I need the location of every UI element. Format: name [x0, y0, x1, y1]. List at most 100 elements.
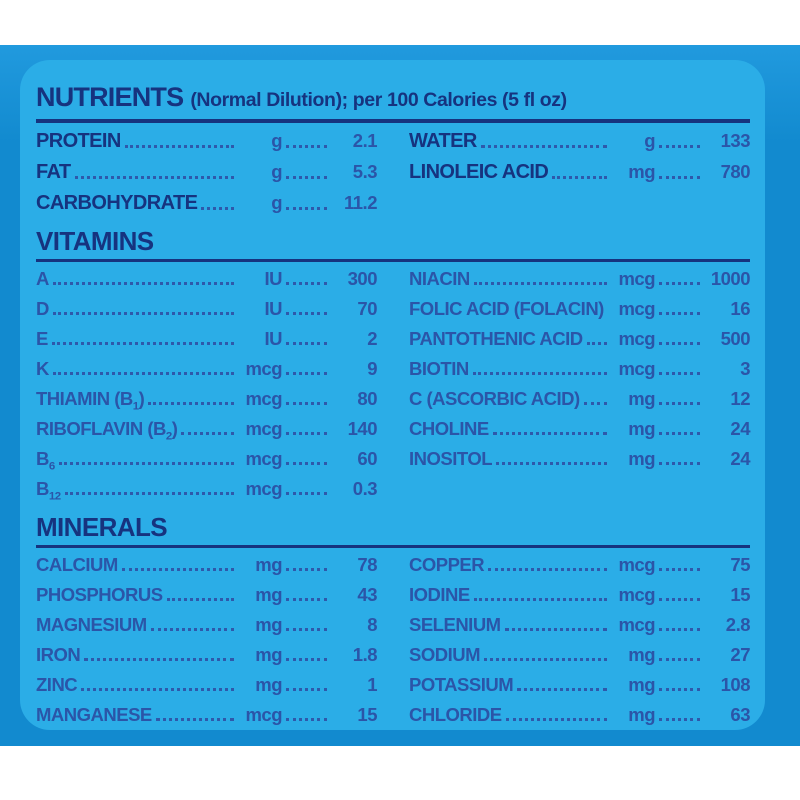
nutrient-row: SELENIUM mcg 2.8 — [409, 610, 751, 640]
leader-dots — [286, 492, 327, 495]
nutrient-label: MANGANESE — [36, 704, 152, 725]
leader-dots — [286, 718, 327, 721]
nutrient-label: PANTOTHENIC ACID — [409, 328, 583, 349]
nutrient-row: THIAMIN (B1) mcg 80 — [36, 384, 378, 414]
nutrient-value: 1000 — [710, 268, 751, 289]
nutrient-row: LINOLEIC ACID mg 780 — [409, 156, 751, 187]
nutrient-label: D — [36, 298, 49, 319]
nutrient-unit: mcg — [245, 418, 282, 439]
nutrient-row: PROTEIN g 2.1 — [36, 125, 378, 156]
nutrient-unit: mcg — [618, 298, 655, 319]
nutrient-row: D IU 70 — [36, 294, 378, 324]
leader-dots — [286, 402, 327, 405]
nutrient-unit: mg — [628, 448, 655, 469]
nutrient-label: A — [36, 268, 49, 289]
nutrient-value: 780 — [720, 161, 751, 182]
nutrient-label: IRON — [36, 644, 81, 665]
nutrient-row: BIOTIN mcg 3 — [409, 354, 751, 384]
leader-dots — [286, 372, 327, 375]
nutrient-value: 2.8 — [725, 614, 751, 635]
nutrient-label: FAT — [36, 161, 71, 183]
nutrient-value: 500 — [720, 328, 751, 349]
leader-dots — [181, 432, 234, 435]
nutrient-value: 43 — [357, 584, 377, 605]
nutrient-value: 5.3 — [352, 161, 378, 182]
leader-dots — [659, 312, 700, 315]
leader-dots — [58, 462, 234, 465]
leader-dots — [659, 432, 700, 435]
leader-dots — [286, 688, 327, 691]
nutrient-unit: g — [644, 130, 655, 151]
nutrient-unit: mg — [628, 418, 655, 439]
leader-dots — [124, 145, 234, 148]
nutrient-label: COPPER — [409, 554, 485, 575]
nutrient-value: 16 — [730, 298, 750, 319]
minerals-rule — [36, 545, 750, 548]
leader-dots — [659, 282, 700, 285]
nutrient-row: SODIUM mg 27 — [409, 640, 751, 670]
leader-dots — [496, 462, 607, 465]
nutrient-unit: mcg — [618, 268, 655, 289]
nutrient-value: 9 — [367, 358, 377, 379]
nutrient-row: CARBOHYDRATE g 11.2 — [36, 187, 378, 218]
nutrient-label: POTASSIUM — [409, 674, 514, 695]
nutrient-label: ZINC — [36, 674, 78, 695]
leader-dots — [659, 568, 700, 571]
leader-dots — [659, 372, 700, 375]
nutrient-value: 3 — [740, 358, 750, 379]
nutrient-value: 11.2 — [344, 192, 378, 213]
nutrient-unit: mcg — [245, 388, 282, 409]
nutrient-row: RIBOFLAVIN (B2) mcg 140 — [36, 414, 378, 444]
leader-dots — [64, 492, 234, 495]
leader-dots — [583, 402, 607, 405]
nutrients-panel: NUTRIENTS (Normal Dilution); per 100 Calo… — [20, 60, 765, 730]
leader-dots — [472, 372, 607, 375]
nutrient-label: E — [36, 328, 48, 349]
nutrient-unit: mcg — [618, 614, 655, 635]
nutrient-label: FOLIC ACID (FOLACIN) — [409, 298, 604, 319]
macronutrients-section: PROTEIN g 2.1 FAT g 5.3 CARBOHYDRATE g 1… — [36, 125, 751, 218]
nutrient-value: 78 — [357, 554, 377, 575]
nutrient-label: SODIUM — [409, 644, 481, 665]
leader-dots — [201, 207, 234, 210]
nutrient-value: 1 — [367, 674, 377, 695]
nutrient-value: 24 — [730, 448, 750, 469]
nutrient-unit: g — [271, 161, 282, 182]
nutrient-label: WATER — [409, 130, 477, 152]
leader-dots — [286, 462, 327, 465]
nutrient-value: 27 — [730, 644, 750, 665]
minerals-title: MINERALS — [36, 512, 168, 542]
nutrient-unit: mg — [628, 674, 655, 695]
leader-dots — [586, 342, 607, 345]
leader-dots — [473, 282, 607, 285]
leader-dots — [150, 628, 234, 631]
nutrient-value: 24 — [730, 418, 750, 439]
nutrient-value: 12 — [730, 388, 750, 409]
nutrient-row: FOLIC ACID (FOLACIN) mcg 16 — [409, 294, 751, 324]
leader-dots — [659, 342, 700, 345]
panel-header: NUTRIENTS (Normal Dilution); per 100 Calo… — [36, 82, 750, 117]
nutrient-label: LINOLEIC ACID — [409, 161, 549, 183]
nutrient-row: POTASSIUM mg 108 — [409, 670, 751, 700]
nutrient-label: RIBOFLAVIN (B2) — [36, 418, 178, 443]
nutrient-label: THIAMIN (B1) — [36, 388, 145, 413]
leader-dots — [286, 628, 327, 631]
leader-dots — [659, 402, 700, 405]
nutrient-unit: mcg — [245, 448, 282, 469]
leader-dots — [286, 312, 327, 315]
nutrient-row: CALCIUM mg 78 — [36, 550, 378, 580]
nutrient-value: 8 — [367, 614, 377, 635]
leader-dots — [488, 568, 607, 571]
nutrient-unit: mg — [628, 161, 655, 182]
leader-dots — [492, 432, 607, 435]
nutrient-label: B6 — [36, 448, 55, 473]
nutrient-unit: mg — [628, 704, 655, 725]
nutrient-value: 2 — [367, 328, 377, 349]
leader-dots — [286, 282, 327, 285]
nutrient-unit: IU — [264, 298, 283, 319]
nutrient-value: 140 — [347, 418, 378, 439]
nutrient-label: MAGNESIUM — [36, 614, 147, 635]
nutrient-label: INOSITOL — [409, 448, 493, 469]
leader-dots — [286, 432, 327, 435]
nutrient-row: K mcg 9 — [36, 354, 378, 384]
